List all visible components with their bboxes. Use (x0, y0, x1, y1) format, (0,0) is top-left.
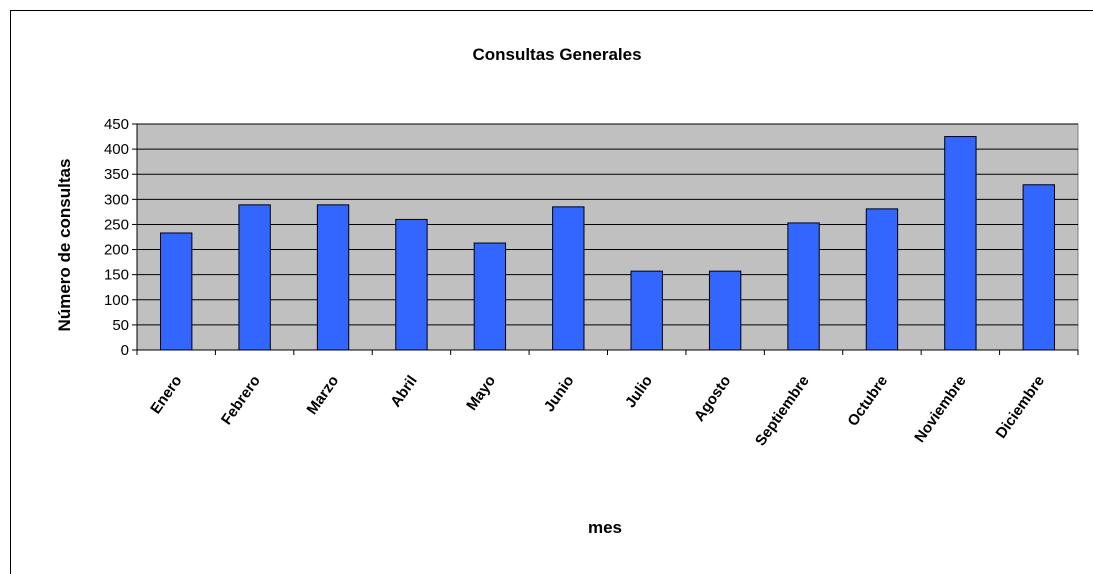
bars (160, 136, 1055, 351)
bar-septiembre (787, 222, 820, 351)
bar-diciembre (1022, 184, 1055, 351)
y-tick-label: 200 (104, 242, 129, 259)
bar-julio (630, 270, 663, 351)
y-tick-label: 100 (104, 292, 129, 309)
x-tick-label: Enero (147, 373, 185, 418)
bar-mayo (473, 242, 507, 351)
y-tick-label: 400 (104, 141, 129, 158)
x-tick-label: Octubre (844, 373, 891, 430)
x-tick-label: Marzo (304, 373, 343, 418)
chart-title: Consultas Generales (472, 45, 641, 64)
x-tick-label: Diciembre (993, 373, 1049, 442)
bar-abril (395, 218, 428, 351)
x-tick-label: Septiembre (752, 373, 813, 450)
y-tick-label: 50 (112, 317, 129, 334)
bar-enero (160, 232, 193, 351)
y-axis: 0 50 100 150 200 250 300 350 400 450 (104, 116, 138, 359)
bar-junio (552, 206, 585, 351)
y-tick-label: 0 (121, 342, 129, 359)
x-axis-label: mes (588, 518, 622, 537)
x-tick-label: Junio (541, 373, 578, 416)
bar-febrero (238, 204, 271, 351)
x-tick-label: Noviembre (911, 373, 969, 446)
x-tick-label: Julio (622, 373, 656, 411)
y-axis-label: Número de consultas (55, 159, 74, 332)
chart-frame (10, 10, 1093, 574)
y-tick-label: 150 (104, 267, 129, 284)
bar-octubre (865, 208, 899, 351)
x-axis: Enero Febrero Marzo Abril Mayo Junio Julio Agos… (136, 349, 1079, 450)
y-tick-label: 250 (104, 216, 129, 233)
x-tick-label: Febrero (218, 373, 264, 429)
x-tick-label: Agosto (691, 373, 735, 425)
x-tick-label: Mayo (463, 373, 499, 414)
y-tick-label: 350 (104, 166, 129, 183)
bar-noviembre (944, 136, 977, 351)
plot-area (136, 123, 1079, 351)
y-tick-label: 300 (104, 191, 129, 208)
x-tick-label: Abril (387, 373, 421, 411)
bar-agosto (708, 270, 742, 351)
bar-marzo (316, 204, 350, 351)
y-tick-label: 450 (104, 116, 129, 133)
